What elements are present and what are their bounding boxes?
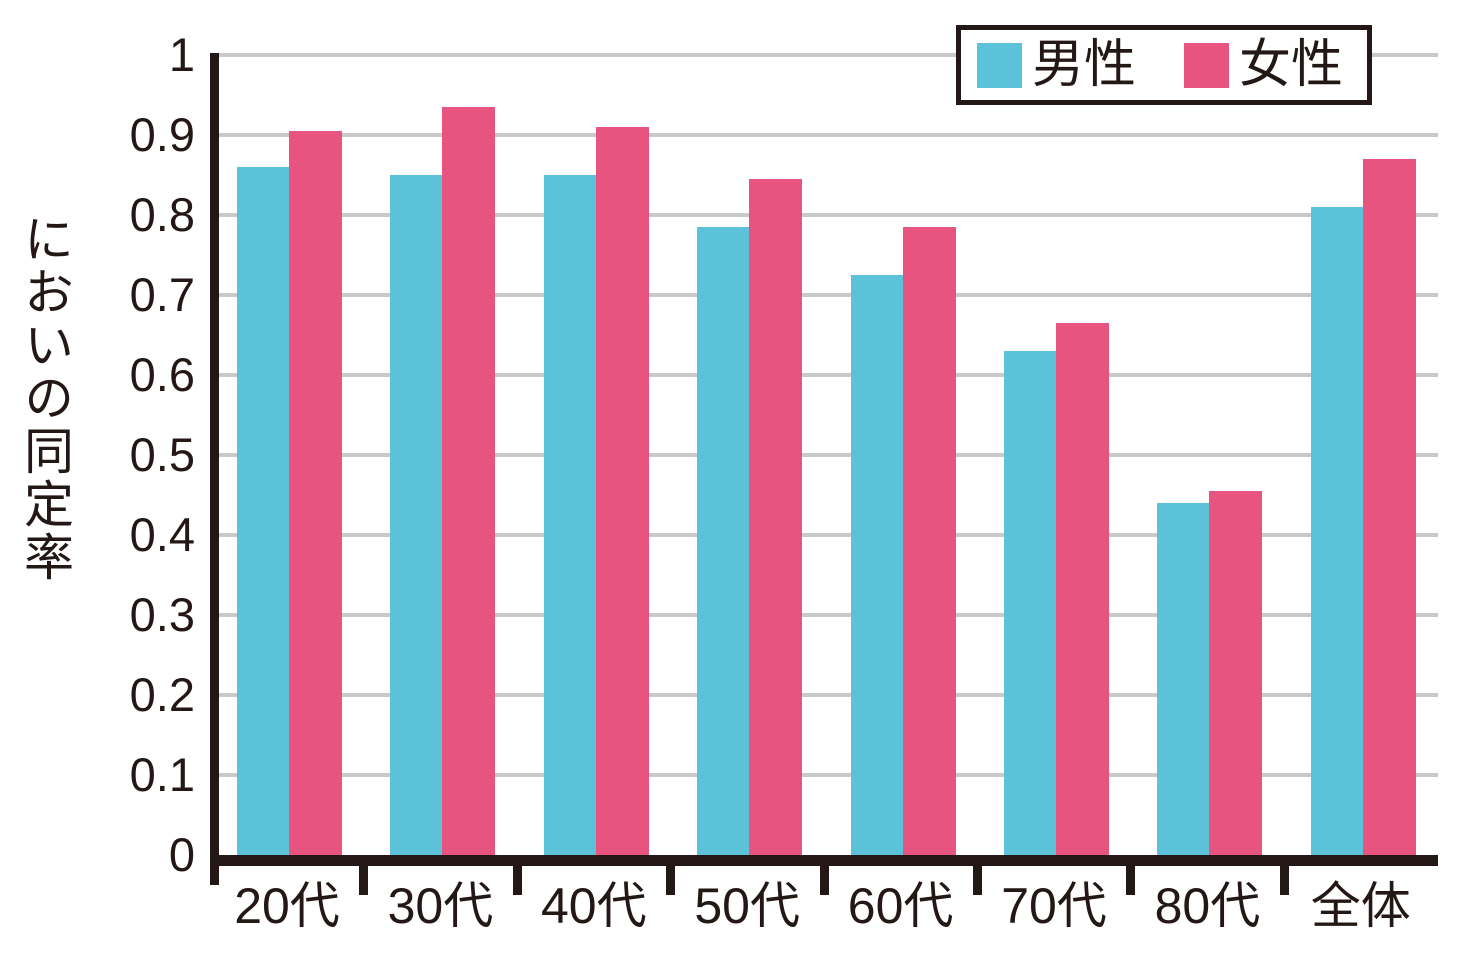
bar-50代-男性: [697, 227, 750, 855]
y-tick-label-0.7: 0.7: [129, 268, 195, 321]
x-category-label-5: 60代: [847, 878, 954, 934]
gridline-0.3: [219, 613, 1438, 617]
bar-40代-女性: [595, 127, 649, 855]
gridline-0.8: [219, 213, 1438, 217]
y-tick-label-0.1: 0.1: [129, 748, 195, 801]
bar-20代-男性: [237, 167, 289, 855]
bar-50代-女性: [749, 179, 803, 855]
x-category-label-2: 30代: [387, 878, 494, 934]
x-axis-tick-3: [666, 866, 676, 895]
bar-全体-女性: [1362, 159, 1416, 855]
gridline-1: [219, 53, 1438, 57]
bar-40代-男性: [543, 175, 596, 855]
y-tick-label-0.5: 0.5: [129, 428, 195, 481]
legend: 男性 女性: [956, 25, 1372, 105]
bar-80代-男性: [1157, 503, 1210, 855]
gridline-0.9: [219, 133, 1438, 137]
bar-30代-男性: [390, 175, 443, 855]
x-category-label-6: 70代: [1001, 878, 1107, 934]
gridline-0.1: [219, 773, 1438, 777]
x-category-label-4: 50代: [694, 878, 800, 934]
x-axis-tick-7: [1279, 866, 1289, 895]
x-category-label-3: 40代: [540, 878, 647, 934]
x-axis-line: [210, 855, 1438, 866]
x-category-label-1: 20代: [234, 878, 340, 934]
y-tick-label-0.3: 0.3: [129, 588, 195, 641]
legend-label-female: 女性: [1239, 36, 1344, 94]
gridline-0.5: [219, 453, 1438, 457]
x-category-label-8: 全体: [1310, 878, 1411, 934]
x-axis-tick-2: [512, 866, 522, 895]
bar-30代-女性: [442, 107, 496, 855]
y-tick-label-0.6: 0.6: [129, 348, 195, 401]
y-tick-label-0.9: 0.9: [129, 108, 195, 161]
legend-label-male: 男性: [1032, 36, 1137, 94]
bar-80代-女性: [1209, 491, 1263, 855]
gridline-0.4: [219, 533, 1438, 537]
gridline-0.6: [219, 373, 1438, 377]
x-axis-tick-1: [359, 866, 369, 895]
y-axis-title: においの同定率: [17, 213, 73, 584]
y-tick-label-0.4: 0.4: [129, 508, 195, 561]
y-tick-label-1: 1: [168, 28, 195, 81]
x-axis-tick-4: [819, 866, 829, 895]
x-category-label-7: 80代: [1154, 878, 1261, 934]
bar-60代-女性: [902, 227, 956, 855]
x-axis-tick-6: [1126, 866, 1136, 895]
male-series-swatch-icon: [977, 42, 1022, 88]
x-axis-tick-5: [973, 866, 982, 895]
y-tick-label-0.2: 0.2: [129, 668, 195, 721]
y-tick-label-0: 0: [168, 828, 195, 881]
gridline-0.7: [219, 293, 1438, 297]
bar-70代-男性: [1004, 351, 1056, 855]
bar-全体-男性: [1310, 207, 1363, 855]
bar-70代-女性: [1056, 323, 1109, 855]
y-axis-line: [210, 53, 219, 885]
y-tick-label-0.8: 0.8: [129, 188, 195, 241]
bar-60代-男性: [850, 275, 903, 855]
gridline-0.2: [219, 693, 1438, 697]
bar-20代-女性: [289, 131, 342, 855]
female-series-swatch-icon: [1184, 42, 1230, 88]
